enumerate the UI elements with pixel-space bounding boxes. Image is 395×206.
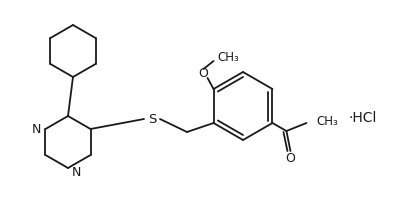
Text: CH₃: CH₃ [218, 51, 239, 64]
Text: CH₃: CH₃ [316, 115, 338, 128]
Text: O: O [199, 67, 209, 80]
Text: O: O [286, 152, 295, 165]
Text: N: N [32, 123, 41, 136]
Text: N: N [72, 166, 81, 179]
Text: ·HCl: ·HCl [348, 110, 376, 124]
Text: S: S [148, 113, 156, 126]
